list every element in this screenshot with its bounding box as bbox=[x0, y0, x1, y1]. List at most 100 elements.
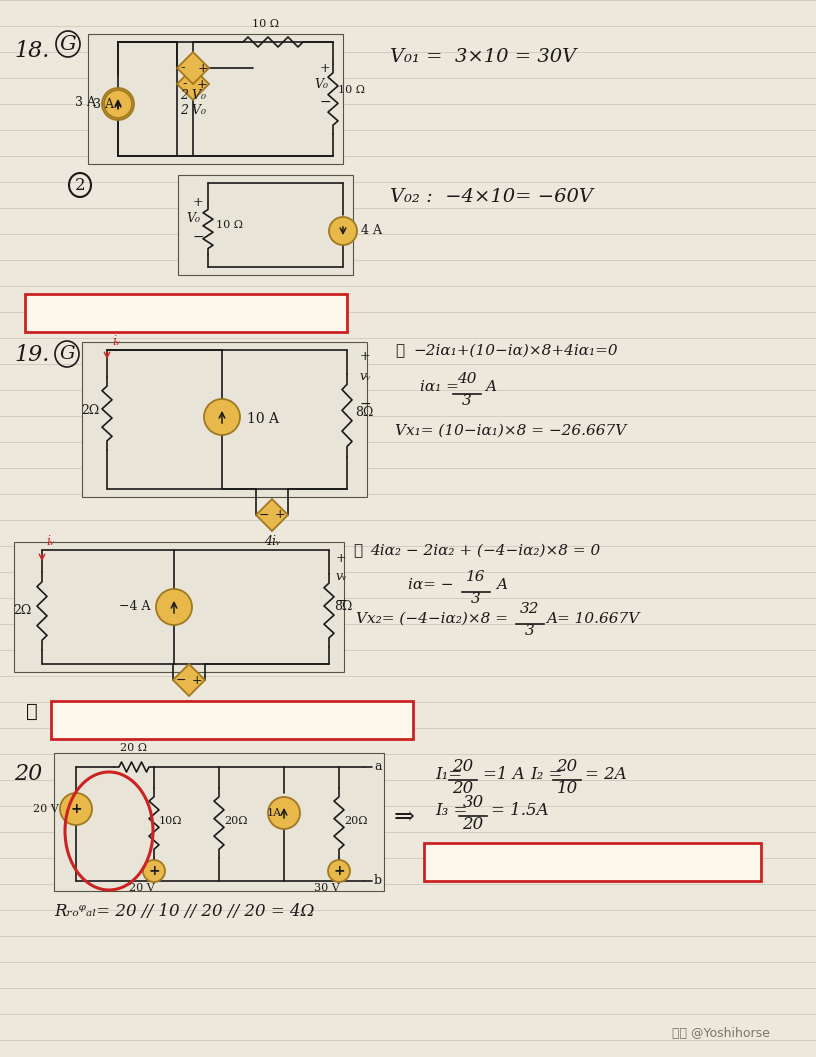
Circle shape bbox=[204, 398, 240, 435]
Text: A= 10.667V: A= 10.667V bbox=[546, 612, 639, 626]
Text: 16: 16 bbox=[466, 570, 486, 585]
Text: I₁=: I₁= bbox=[435, 766, 462, 783]
Text: ∴: ∴ bbox=[26, 703, 38, 721]
Text: +: + bbox=[333, 864, 345, 878]
Text: 知乎 @Yoshihorse: 知乎 @Yoshihorse bbox=[672, 1027, 770, 1040]
Text: −4 A: −4 A bbox=[119, 600, 150, 613]
Text: = 2A: = 2A bbox=[585, 766, 627, 783]
Text: b: b bbox=[374, 874, 382, 888]
Text: 2: 2 bbox=[75, 177, 86, 193]
Text: −: − bbox=[319, 95, 330, 109]
Text: Iᵣₒᵠₐₗ=  1+1.5+2+1 = 5.5A: Iᵣₒᵠₐₗ= 1+1.5+2+1 = 5.5A bbox=[471, 853, 713, 871]
Text: 20 V: 20 V bbox=[129, 883, 155, 893]
Circle shape bbox=[268, 797, 300, 829]
Text: 20 V: 20 V bbox=[33, 804, 59, 814]
Text: 10 Ω: 10 Ω bbox=[338, 85, 365, 95]
Text: = 1.5A: = 1.5A bbox=[491, 802, 548, 819]
Text: Vx₁= (10−iα₁)×8 = −26.667V: Vx₁= (10−iα₁)×8 = −26.667V bbox=[395, 424, 626, 438]
Text: A: A bbox=[485, 381, 496, 394]
Circle shape bbox=[328, 860, 350, 882]
Text: −2iα₁+(10−iα)×8+4iα₁=0: −2iα₁+(10−iα)×8+4iα₁=0 bbox=[413, 344, 618, 358]
Text: 18.: 18. bbox=[14, 40, 50, 62]
FancyBboxPatch shape bbox=[424, 843, 761, 880]
Text: -: - bbox=[181, 61, 185, 74]
Text: 19.: 19. bbox=[14, 344, 50, 366]
Bar bbox=[178, 175, 353, 275]
Text: =1 A: =1 A bbox=[483, 766, 525, 783]
Text: G: G bbox=[60, 35, 77, 54]
Text: 4 A: 4 A bbox=[361, 224, 382, 238]
Bar bbox=[82, 342, 367, 497]
Text: 10 Ω: 10 Ω bbox=[252, 19, 280, 29]
Text: iᵥ: iᵥ bbox=[112, 335, 121, 348]
Polygon shape bbox=[256, 499, 288, 531]
Text: 3: 3 bbox=[462, 394, 472, 408]
Text: -: - bbox=[183, 77, 187, 91]
Text: +: + bbox=[336, 552, 347, 565]
Text: 10Ω: 10Ω bbox=[159, 816, 183, 826]
Text: 2 V₀: 2 V₀ bbox=[180, 104, 206, 117]
Text: 20: 20 bbox=[463, 816, 484, 833]
Text: 32: 32 bbox=[521, 602, 539, 616]
Circle shape bbox=[104, 90, 132, 118]
FancyBboxPatch shape bbox=[25, 294, 347, 332]
Text: +: + bbox=[360, 350, 370, 363]
Text: ⇒: ⇒ bbox=[394, 806, 415, 830]
Text: V₀ = V₀₁+V₀₂ = −10V: V₀ = V₀₁+V₀₂ = −10V bbox=[85, 304, 287, 322]
FancyBboxPatch shape bbox=[51, 701, 413, 739]
Text: 4iᵥ: 4iᵥ bbox=[264, 535, 281, 548]
Text: 10 Ω: 10 Ω bbox=[216, 220, 243, 230]
Text: 20Ω: 20Ω bbox=[224, 816, 247, 826]
Text: 3 A: 3 A bbox=[93, 97, 114, 111]
Text: −: − bbox=[175, 673, 186, 686]
Text: vᵥ: vᵥ bbox=[336, 570, 348, 583]
Text: Rᵣₒᵠₐₗ= 20 // 10 // 20 // 20 = 4Ω: Rᵣₒᵠₐₗ= 20 // 10 // 20 // 20 = 4Ω bbox=[54, 903, 314, 920]
Text: +: + bbox=[149, 864, 160, 878]
Text: 4iα₂ − 2iα₂ + (−4−iα₂)×8 = 0: 4iα₂ − 2iα₂ + (−4−iα₂)×8 = 0 bbox=[370, 544, 601, 558]
Polygon shape bbox=[177, 52, 209, 84]
Polygon shape bbox=[173, 664, 205, 696]
Text: 3: 3 bbox=[471, 592, 481, 606]
Text: +: + bbox=[192, 673, 202, 686]
Circle shape bbox=[156, 589, 192, 625]
Bar bbox=[54, 753, 384, 891]
Bar bbox=[14, 542, 344, 672]
Circle shape bbox=[143, 860, 165, 882]
Text: 20: 20 bbox=[452, 758, 473, 775]
Text: 2Ω: 2Ω bbox=[81, 404, 99, 416]
Text: +: + bbox=[197, 61, 208, 74]
Text: 30 V: 30 V bbox=[314, 883, 340, 893]
Text: 2Ω: 2Ω bbox=[13, 604, 31, 616]
Text: 1A: 1A bbox=[267, 808, 282, 818]
Text: 10 A: 10 A bbox=[247, 412, 279, 426]
Text: 20 Ω: 20 Ω bbox=[121, 743, 148, 753]
Circle shape bbox=[329, 217, 357, 245]
Text: 3: 3 bbox=[526, 624, 534, 638]
Text: −: − bbox=[193, 230, 204, 244]
Text: 2 V₀: 2 V₀ bbox=[180, 89, 206, 101]
Text: V₀₁ =  3×10 = 30V: V₀₁ = 3×10 = 30V bbox=[390, 48, 576, 66]
Text: 10: 10 bbox=[557, 780, 578, 797]
Bar bbox=[88, 34, 343, 164]
Text: iα= −: iα= − bbox=[408, 578, 454, 592]
Text: ①: ① bbox=[395, 344, 404, 358]
Text: Vx₂= (−4−iα₂)×8 =: Vx₂= (−4−iα₂)×8 = bbox=[356, 612, 508, 626]
Text: V₀: V₀ bbox=[186, 212, 200, 225]
Text: V₀₂ :  −4×10= −60V: V₀₂ : −4×10= −60V bbox=[390, 188, 593, 206]
Text: ②: ② bbox=[353, 544, 362, 558]
Text: iα₁ =: iα₁ = bbox=[420, 381, 459, 394]
Text: I₂ =: I₂ = bbox=[530, 766, 562, 783]
Text: +: + bbox=[193, 197, 203, 209]
Text: A: A bbox=[496, 578, 507, 592]
Text: 20: 20 bbox=[557, 758, 578, 775]
Text: 20: 20 bbox=[452, 780, 473, 797]
Circle shape bbox=[60, 793, 92, 826]
Text: −: − bbox=[259, 508, 269, 521]
Text: +: + bbox=[197, 77, 207, 91]
Text: V₀: V₀ bbox=[314, 77, 328, 91]
Text: a: a bbox=[374, 760, 382, 774]
Text: 30: 30 bbox=[463, 794, 484, 811]
Polygon shape bbox=[177, 68, 209, 100]
Text: 40: 40 bbox=[457, 372, 477, 386]
Text: 20Ω: 20Ω bbox=[344, 816, 367, 826]
